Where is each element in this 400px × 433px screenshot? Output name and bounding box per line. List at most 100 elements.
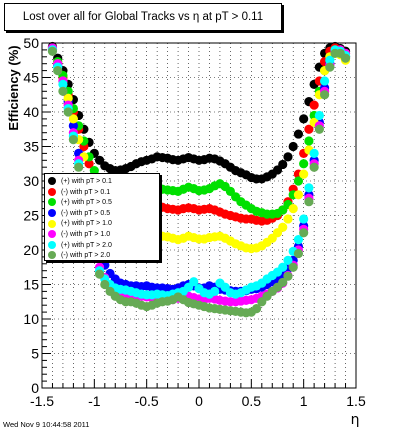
y-tick-label: 25 xyxy=(23,208,39,224)
series-markers xyxy=(47,41,351,318)
data-point xyxy=(74,162,84,172)
data-point xyxy=(53,66,63,76)
data-point xyxy=(309,148,319,158)
data-point xyxy=(68,121,78,131)
data-point xyxy=(89,166,99,176)
legend-label: (+) with pT > 2.0 xyxy=(61,241,112,249)
data-point xyxy=(58,79,68,89)
data-point xyxy=(304,183,314,193)
data-point xyxy=(293,190,304,200)
data-point xyxy=(320,90,330,100)
legend-entry: (-) with pT > 2.0 xyxy=(48,250,110,261)
data-point xyxy=(283,255,293,265)
x-tick-label: 1 xyxy=(300,393,308,409)
axis-ticks: -1.5 -1 -0.5 0 0.5 1 1.5 0 5 10 15 20 25 30 35 40 45 50 xyxy=(23,35,366,409)
data-point xyxy=(309,162,319,172)
y-tick-label: 10 xyxy=(23,311,39,327)
x-tick-label: 0.5 xyxy=(242,393,262,409)
legend-marker xyxy=(48,208,56,217)
y-tick-label: 50 xyxy=(23,35,39,51)
data-point xyxy=(210,286,220,296)
legend-entry: (+) with pT > 2.0 xyxy=(48,240,112,251)
y-tick-label: 35 xyxy=(23,139,39,155)
legend-label: (-) with pT > 0.1 xyxy=(61,188,111,196)
legend-label: (+) with pT > 0.1 xyxy=(61,178,112,185)
chart-title: Lost over all for Global Tracks vs η at … xyxy=(4,3,282,31)
legend-label: (+) with pT > 0.5 xyxy=(61,199,112,207)
y-tick-label: 0 xyxy=(31,380,39,396)
data-point xyxy=(314,110,324,121)
data-point xyxy=(293,248,304,259)
data-point xyxy=(58,86,68,96)
data-point xyxy=(278,277,288,288)
legend-entry: (+) with pT > 0.5 xyxy=(48,197,112,208)
legend-marker xyxy=(48,198,56,207)
legend-label: (-) with pT > 0.5 xyxy=(61,209,111,217)
legend-entry: (-) with pT > 1.0 xyxy=(48,229,110,240)
x-tick-label: -0.5 xyxy=(135,393,159,409)
data-point xyxy=(63,107,73,117)
legend-marker xyxy=(48,219,56,228)
y-tick-label: 5 xyxy=(31,346,39,362)
data-point xyxy=(299,214,309,224)
data-point xyxy=(288,204,298,214)
data-point xyxy=(283,152,293,162)
data-point xyxy=(288,141,298,152)
y-tick-label: 45 xyxy=(23,70,39,86)
legend-entry: (-) with pT > 0.1 xyxy=(48,187,110,198)
y-tick-label: 20 xyxy=(23,242,39,258)
data-point xyxy=(47,46,58,56)
data-point xyxy=(68,114,78,124)
legend-entry: (+) with pT > 0.1 xyxy=(48,176,112,187)
legend-label: (-) with pT > 1.0 xyxy=(61,231,111,238)
data-point xyxy=(340,53,351,63)
data-point xyxy=(283,271,293,281)
data-point xyxy=(278,262,288,272)
legend-marker xyxy=(48,240,56,249)
data-point xyxy=(325,62,335,72)
data-point xyxy=(100,279,110,290)
x-tick-label: 1.5 xyxy=(346,393,366,409)
legend-marker xyxy=(48,230,56,239)
y-axis-label: Efficiency (%) xyxy=(6,45,21,130)
data-point xyxy=(63,93,73,103)
legend-label: (-) with pT > 2.0 xyxy=(61,252,111,260)
legend-marker xyxy=(48,251,56,260)
legend: (+) with pT > 0.1 (-) with pT > 0.1 (+) wi… xyxy=(44,173,160,261)
data-point xyxy=(299,114,309,124)
data-point xyxy=(299,169,309,179)
data-point xyxy=(320,76,330,86)
legend-marker xyxy=(48,177,56,186)
legend-entry: (+) with pT > 1.0 xyxy=(48,218,112,229)
data-point xyxy=(84,159,94,169)
data-point xyxy=(293,176,304,186)
data-point xyxy=(189,277,199,287)
legend-marker xyxy=(48,187,56,196)
y-tick-label: 15 xyxy=(23,277,39,293)
data-point xyxy=(304,197,314,207)
data-point xyxy=(278,159,288,170)
data-point xyxy=(293,129,304,139)
x-tick-label: 0 xyxy=(195,393,203,409)
data-point xyxy=(288,262,298,272)
legend-label: (+) with pT > 1.0 xyxy=(61,220,112,228)
y-tick-label: 30 xyxy=(23,173,39,189)
data-point xyxy=(251,304,262,314)
data-point xyxy=(68,135,78,145)
legend-entry: (-) with pT > 0.5 xyxy=(48,208,110,219)
data-point xyxy=(304,136,314,146)
data-point xyxy=(278,222,288,232)
data-point xyxy=(299,228,309,238)
data-point xyxy=(299,159,309,169)
data-point xyxy=(283,214,293,224)
x-axis-label: η xyxy=(351,412,360,428)
timestamp: Wed Nov 9 10:44:58 2011 xyxy=(3,420,90,429)
x-tick-label: -1.5 xyxy=(30,393,54,409)
data-point xyxy=(293,235,304,245)
y-tick-label: 40 xyxy=(23,104,39,120)
x-tick-label: -1 xyxy=(88,393,101,409)
series-7 xyxy=(47,46,351,318)
data-point xyxy=(309,100,319,110)
data-point xyxy=(314,124,324,134)
